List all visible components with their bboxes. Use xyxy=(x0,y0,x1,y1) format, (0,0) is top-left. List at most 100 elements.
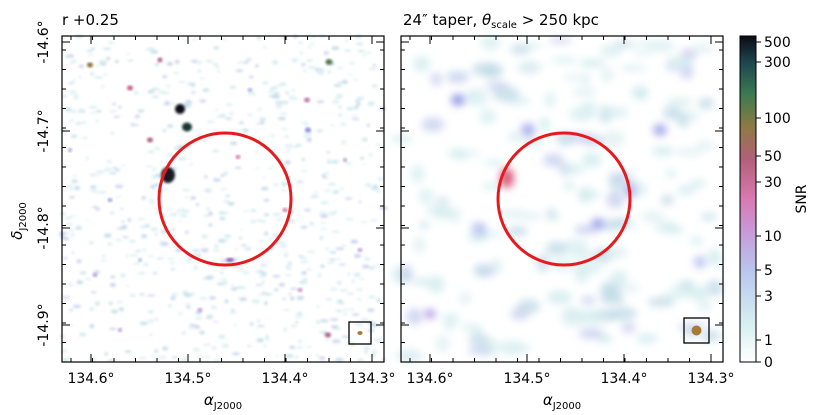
noise-speck xyxy=(362,264,370,269)
noise-speck xyxy=(114,59,120,64)
source-blob xyxy=(325,59,333,65)
noise-speck xyxy=(186,305,191,309)
noise-speck xyxy=(357,297,361,301)
noise-speck xyxy=(290,58,300,61)
noise-speck xyxy=(171,355,178,359)
noise-speck xyxy=(262,81,269,85)
noise-speck xyxy=(317,273,322,278)
noise-patch xyxy=(435,335,450,352)
noise-speck xyxy=(108,301,114,306)
noise-speck xyxy=(360,221,368,224)
noise-speck xyxy=(344,197,353,200)
source-blob xyxy=(474,224,486,236)
noise-speck xyxy=(218,210,226,215)
noise-speck xyxy=(208,223,213,227)
colorbar-tick-label: 300 xyxy=(764,55,791,71)
noise-speck xyxy=(91,47,95,51)
noise-speck xyxy=(158,90,167,95)
noise-speck xyxy=(151,355,156,358)
noise-speck xyxy=(75,121,82,126)
noise-speck xyxy=(152,167,157,172)
noise-speck xyxy=(238,267,244,271)
right-noise-texture xyxy=(390,35,724,362)
noise-speck xyxy=(342,312,348,316)
noise-patch xyxy=(580,296,597,305)
source-blob xyxy=(182,122,192,132)
noise-speck xyxy=(220,188,228,190)
noise-speck xyxy=(299,256,308,259)
right-panel xyxy=(390,35,724,363)
noise-speck xyxy=(317,70,325,76)
noise-patch xyxy=(605,248,621,259)
noise-speck xyxy=(62,236,70,241)
right-ticks xyxy=(401,36,723,362)
noise-speck xyxy=(336,93,344,98)
noise-speck xyxy=(134,114,141,119)
noise-speck xyxy=(296,180,304,183)
noise-speck xyxy=(127,59,134,62)
source-blob xyxy=(694,256,706,268)
noise-speck xyxy=(319,221,327,224)
noise-speck xyxy=(184,38,190,42)
source-blob xyxy=(107,198,113,202)
noise-patch xyxy=(515,61,544,75)
noise-speck xyxy=(271,60,279,65)
noise-speck xyxy=(89,306,95,312)
colorbar-label: SNR xyxy=(794,184,810,213)
noise-patch xyxy=(430,72,442,86)
noise-speck xyxy=(332,326,337,329)
noise-speck xyxy=(285,91,290,95)
noise-speck xyxy=(165,208,173,211)
noise-speck xyxy=(260,264,268,267)
noise-speck xyxy=(141,196,146,200)
noise-speck xyxy=(329,251,337,254)
noise-speck xyxy=(210,305,217,310)
noise-speck xyxy=(228,288,237,290)
source-blob xyxy=(157,57,163,63)
noise-speck xyxy=(373,338,383,342)
noise-speck xyxy=(284,253,289,258)
right-x-tick-label: 134.3° xyxy=(687,371,734,387)
noise-speck xyxy=(291,146,300,148)
noise-speck xyxy=(307,45,312,49)
noise-speck xyxy=(325,337,330,341)
noise-speck xyxy=(254,167,261,169)
noise-speck xyxy=(64,216,72,220)
noise-speck xyxy=(295,346,304,349)
noise-speck xyxy=(333,84,342,87)
source-blob xyxy=(92,273,98,277)
noise-patch xyxy=(466,88,489,107)
source-blob xyxy=(451,94,465,106)
noise-speck xyxy=(376,189,381,193)
noise-speck xyxy=(139,321,148,326)
noise-speck xyxy=(94,301,101,305)
noise-speck xyxy=(165,84,172,88)
noise-speck xyxy=(319,211,328,216)
noise-speck xyxy=(255,122,265,125)
noise-speck xyxy=(121,220,125,223)
noise-patch xyxy=(413,56,431,72)
noise-speck xyxy=(263,198,270,202)
noise-speck xyxy=(320,214,329,218)
noise-speck xyxy=(151,95,160,98)
source-blob xyxy=(343,158,347,162)
noise-speck xyxy=(86,49,92,53)
noise-patch xyxy=(700,213,717,221)
noise-speck xyxy=(356,96,365,100)
noise-speck xyxy=(112,102,116,106)
noise-speck xyxy=(267,238,275,241)
noise-speck xyxy=(231,265,238,268)
noise-speck xyxy=(282,184,286,186)
left-y-tick-label: -14.9° xyxy=(36,303,52,346)
noise-speck xyxy=(116,239,122,242)
noise-speck xyxy=(166,61,174,66)
noise-speck xyxy=(116,227,125,230)
noise-speck xyxy=(336,280,342,285)
noise-speck xyxy=(98,59,108,64)
noise-speck xyxy=(206,314,214,318)
noise-patch xyxy=(568,106,596,122)
noise-speck xyxy=(287,149,291,153)
noise-speck xyxy=(171,293,179,297)
